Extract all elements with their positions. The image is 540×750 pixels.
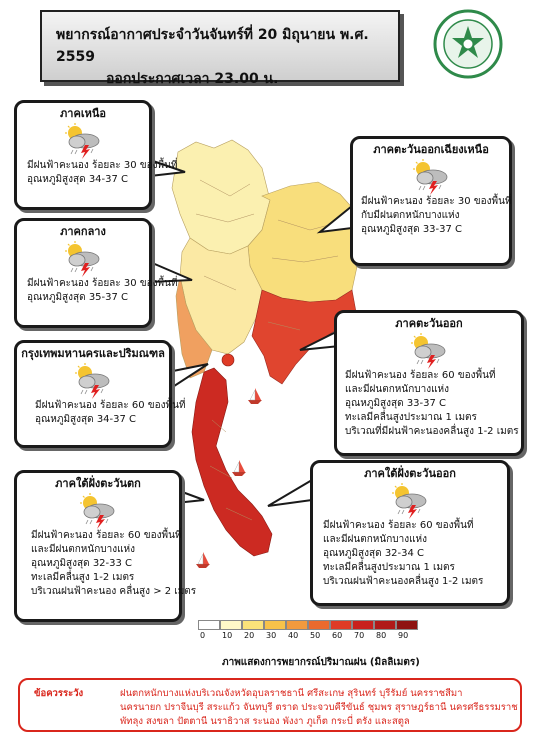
- region-south-west: ภาคใต้ฝั่งตะวันตก มีฝนฟ้าคะนอง ร้อยละ 60…: [14, 470, 197, 622]
- thunderstorm-icon: [409, 159, 453, 195]
- region-northeast-text: มีฝนฟ้าคะนอง ร้อยละ 30 ของพื้นที่ กับมีฝ…: [353, 195, 512, 237]
- region-north-line: อุณหภูมิสูงสุด 34-37 C: [27, 174, 129, 185]
- legend-swatch: [352, 620, 374, 630]
- legend-tick-label: 50: [310, 631, 321, 640]
- region-south-west-line: อุณหภูมิสูงสุด 32-33 C: [31, 558, 133, 569]
- region-south-east-line: อุณหภูมิสูงสุด 32-34 C: [323, 548, 425, 559]
- thunderstorm-icon: [388, 483, 432, 519]
- warning-box: ข้อควรระวัง ฝนตกหนักบางแห่งบริเวณจังหวัด…: [18, 678, 522, 732]
- thunderstorm-icon: [61, 241, 105, 277]
- region-bangkok: กรุงเทพมหานครและปริมณฑล มีฝนฟ้าคะนอง ร้อ…: [14, 340, 186, 448]
- region-northeast-line: มีฝนฟ้าคะนอง ร้อยละ 30 ของพื้นที่: [361, 196, 512, 207]
- region-south-east: ภาคใต้ฝั่งตะวันออก มีฝนฟ้าคะนอง ร้อยละ 6…: [310, 460, 510, 606]
- region-bangkok-line: อุณหภูมิสูงสุด 34-37 C: [35, 414, 137, 425]
- region-north-text: มีฝนฟ้าคะนอง ร้อยละ 30 ของพื้นที่ อุณหภู…: [17, 159, 178, 187]
- legend-swatch: [396, 620, 418, 630]
- legend-swatch: [330, 620, 352, 630]
- region-south-east-line: มีฝนฟ้าคะนอง ร้อยละ 60 ของพื้นที่: [323, 520, 474, 531]
- region-east-line: ทะเลมีคลื่นสูงประมาณ 1 เมตร: [345, 412, 477, 423]
- region-north: ภาคเหนือ มีฝนฟ้าคะนอง ร้อยละ 30 ของพื้นท…: [14, 100, 178, 210]
- region-bangkok-title: กรุงเทพมหานครและปริมณฑล: [21, 347, 165, 360]
- region-bangkok-line: มีฝนฟ้าคะนอง ร้อยละ 60 ของพื้นที่: [35, 400, 186, 411]
- region-northeast-title: ภาคตะวันออกเฉียงเหนือ: [373, 143, 489, 156]
- region-south-west-text: มีฝนฟ้าคะนอง ร้อยละ 60 ของพื้นที่ และมีฝ…: [17, 529, 197, 599]
- legend-tick-label: 70: [354, 631, 365, 640]
- boat-gulf-south: [232, 460, 246, 476]
- legend-swatch: [286, 620, 308, 630]
- region-south-east-line: บริเวณฝนฟ้าคะนองคลื่นสูง 1-2 เมตร: [323, 576, 484, 587]
- legend-tick-label: 60: [332, 631, 343, 640]
- rainfall-legend: 0 10 20 30 40 50 60 70 80 90: [198, 620, 418, 642]
- rainfall-legend-swatches: [198, 620, 418, 630]
- legend-tick-label: 20: [244, 631, 255, 640]
- met-department-logo: [433, 9, 503, 79]
- forecast-issued-time: ออกประกาศเวลา 23.00 น.: [106, 71, 279, 87]
- legend-tick-label: 0: [200, 631, 206, 640]
- legend-tick-label: 10: [222, 631, 233, 640]
- map-bangkok: [221, 353, 235, 367]
- legend-swatch: [220, 620, 242, 630]
- warning-line: นครนายก ปราจีนบุรี สระแก้ว จันทบุรี ตราด…: [120, 702, 518, 713]
- thunderstorm-icon: [76, 493, 120, 529]
- region-south-west-line: ทะเลมีคลื่นสูง 1-2 เมตร: [31, 572, 135, 583]
- forecast-title-box: พยากรณ์อากาศประจำวันจันทร์ที่ 20 มิถุนาย…: [40, 10, 400, 87]
- region-central-line: อุณหภูมิสูงสุด 35-37 C: [27, 292, 129, 303]
- region-central-text: มีฝนฟ้าคะนอง ร้อยละ 30 ของพื้นที่ อุณหภู…: [17, 277, 178, 305]
- region-south-east-title: ภาคใต้ฝั่งตะวันออก: [364, 467, 456, 480]
- legend-swatch: [374, 620, 396, 630]
- map-north: [171, 139, 271, 255]
- legend-swatch: [308, 620, 330, 630]
- boat-andaman: [196, 552, 210, 568]
- legend-tick-label: 30: [266, 631, 277, 640]
- region-east-line: บริเวณที่มีฝนฟ้าคะนองคลื่นสูง 1-2 เมตร: [345, 426, 519, 437]
- region-east-line: และมีฝนตกหนักบางแห่ง: [345, 384, 450, 395]
- region-north-title: ภาคเหนือ: [60, 107, 106, 120]
- legend-swatch: [198, 620, 220, 630]
- map-west-band: [175, 275, 213, 379]
- legend-tick-label: 40: [288, 631, 299, 640]
- region-northeast: ภาคตะวันออกเฉียงเหนือ มีฝนฟ้าคะนอง ร้อยล…: [350, 136, 512, 266]
- region-south-west-line: และมีฝนตกหนักบางแห่ง: [31, 544, 136, 555]
- rainfall-legend-ticks: 0 10 20 30 40 50 60 70 80 90: [198, 630, 418, 642]
- callout-pointer-south-east: [267, 478, 313, 507]
- region-northeast-line: อุณหภูมิสูงสุด 33-37 C: [361, 224, 463, 235]
- region-northeast-line: กับมีฝนตกหนักบางแห่ง: [361, 210, 460, 221]
- region-central-title: ภาคกลาง: [60, 225, 106, 238]
- legend-swatch: [242, 620, 264, 630]
- region-east-line: อุณหภูมิสูงสุด 33-37 C: [345, 398, 447, 409]
- rainfall-legend-caption: ภาพแสดงการพยากรณ์ปริมาณฝน (มิลลิเมตร): [222, 657, 420, 668]
- region-south-west-line: มีฝนฟ้าคะนอง ร้อยละ 60 ของพื้นที่: [31, 530, 182, 541]
- thunderstorm-icon: [407, 333, 451, 369]
- region-south-west-title: ภาคใต้ฝั่งตะวันตก: [55, 477, 141, 490]
- region-central-line: มีฝนฟ้าคะนอง ร้อยละ 30 ของพื้นที่: [27, 278, 178, 289]
- region-south-east-line: และมีฝนตกหนักบางแห่ง: [323, 534, 428, 545]
- boat-gulf-north: [248, 388, 262, 404]
- region-south-east-text: มีฝนฟ้าคะนอง ร้อยละ 60 ของพื้นที่ และมีฝ…: [313, 519, 507, 589]
- region-east-text: มีฝนฟ้าคะนอง ร้อยละ 60 ของพื้นที่ และมีฝ…: [337, 369, 521, 439]
- region-east: ภาคตะวันออก มีฝนฟ้าคะนอง ร้อยละ 60 ของพื…: [334, 310, 524, 456]
- warning-line: ฝนตกหนักบางแห่งบริเวณจังหวัดอุบลราชธานี …: [120, 688, 463, 699]
- legend-tick-label: 90: [398, 631, 409, 640]
- warning-line: พัทลุง สงขลา ปัตตานี นราธิวาส ระนอง พังง…: [120, 716, 410, 727]
- region-bangkok-text: มีฝนฟ้าคะนอง ร้อยละ 60 ของพื้นที่ อุณหภู…: [17, 399, 186, 427]
- region-central: ภาคกลาง มีฝนฟ้าคะนอง ร้อยละ 30 ของพื้นที…: [14, 218, 178, 328]
- legend-tick-label: 80: [376, 631, 387, 640]
- region-east-title: ภาคตะวันออก: [395, 317, 463, 330]
- thunderstorm-icon: [61, 123, 105, 159]
- warning-label: ข้อควรระวัง: [34, 688, 84, 699]
- region-south-west-line: บริเวณฝนฟ้าคะนอง คลื่นสูง > 2 เมตร: [31, 586, 197, 597]
- legend-swatch: [264, 620, 286, 630]
- region-east-line: มีฝนฟ้าคะนอง ร้อยละ 60 ของพื้นที่: [345, 370, 496, 381]
- thunderstorm-icon: [71, 363, 115, 399]
- region-south-east-line: ทะเลมีคลื่นสูงประมาณ 1 เมตร: [323, 562, 455, 573]
- forecast-title: พยากรณ์อากาศประจำวันจันทร์ที่ 20 มิถุนาย…: [56, 27, 369, 65]
- map-south: [191, 367, 273, 557]
- region-north-line: มีฝนฟ้าคะนอง ร้อยละ 30 ของพื้นที่: [27, 160, 178, 171]
